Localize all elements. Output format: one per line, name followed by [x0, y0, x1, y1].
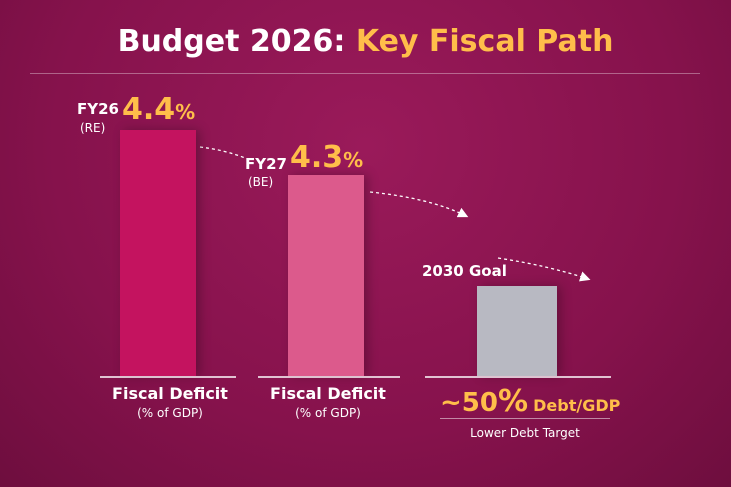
- subcaption: (% of GDP): [137, 406, 203, 420]
- value: ~50: [440, 388, 498, 418]
- unit: %: [497, 384, 529, 419]
- arrow: [369, 191, 469, 218]
- value-suffix: Debt/GDP: [533, 396, 621, 415]
- bar: [120, 130, 196, 376]
- period-note: (RE): [80, 121, 106, 135]
- caption: Fiscal Deficit: [112, 384, 228, 403]
- period-label: FY26: [77, 100, 119, 118]
- title-text: Budget 2026:: [117, 24, 346, 59]
- divider: [30, 73, 700, 74]
- value: 4.4: [122, 92, 176, 127]
- arrow: [199, 146, 246, 159]
- baseline: [425, 376, 611, 378]
- bar: [288, 175, 364, 376]
- period-label: 2030 Goal: [422, 262, 507, 280]
- subcaption: (% of GDP): [295, 406, 361, 420]
- arrow: [497, 257, 591, 282]
- caption: Lower Debt Target: [470, 426, 580, 440]
- period-note: (BE): [248, 175, 274, 189]
- divider: [440, 418, 610, 419]
- period-label: FY27: [245, 155, 287, 173]
- title: Budget 2026: Key Fiscal Path: [0, 24, 731, 59]
- unit: %: [343, 148, 364, 172]
- value: 4.3: [290, 140, 344, 175]
- title-highlight: Key Fiscal Path: [355, 24, 614, 59]
- caption: Fiscal Deficit: [270, 384, 386, 403]
- baseline: [258, 376, 400, 378]
- unit: %: [175, 100, 196, 124]
- bar: [477, 286, 557, 376]
- baseline: [100, 376, 236, 378]
